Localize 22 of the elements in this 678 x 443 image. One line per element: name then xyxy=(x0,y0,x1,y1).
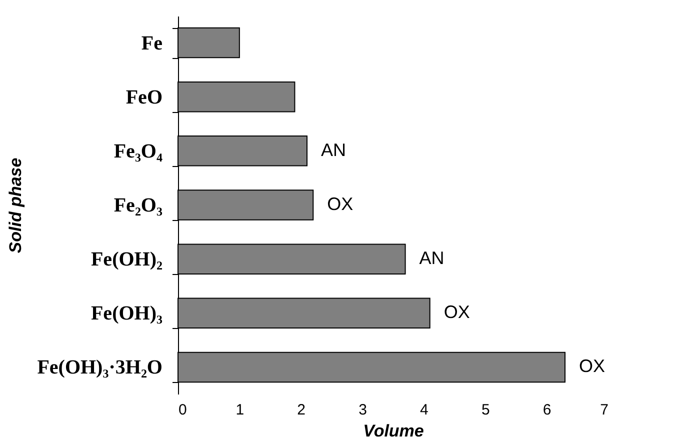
x-tick-label: 7 xyxy=(600,402,608,418)
x-tick-label: 1 xyxy=(236,402,244,418)
y-tick-label: Fe₂O₃ xyxy=(114,194,162,216)
x-tick-label: 6 xyxy=(542,402,552,418)
y-tick-label: Fe(OH)₃·3H₂O xyxy=(37,356,162,379)
x-tick-label: 3 xyxy=(358,402,367,418)
y-tick-label: Fe xyxy=(141,32,163,54)
annotation: OX xyxy=(327,194,354,214)
y-tick-label: FeO xyxy=(126,86,162,108)
annotation: AN xyxy=(321,140,346,160)
x-tick-label: 4 xyxy=(420,402,428,418)
x-tick-label: 5 xyxy=(481,402,490,418)
y-tick-label: Fe(OH)₂ xyxy=(90,248,162,271)
x-tick-label: 0 xyxy=(178,402,187,418)
x-tick-label: 2 xyxy=(297,402,306,418)
y-axis-title: Solid phase xyxy=(6,158,26,254)
y-tick-label: Fe(OH)₃ xyxy=(90,302,162,325)
annotation: OX xyxy=(444,302,470,322)
annotation: AN xyxy=(419,248,444,268)
x-axis-title: Volume xyxy=(363,422,424,440)
annotation: OX xyxy=(579,356,606,376)
y-tick-label: Fe₃O₄ xyxy=(114,140,162,162)
